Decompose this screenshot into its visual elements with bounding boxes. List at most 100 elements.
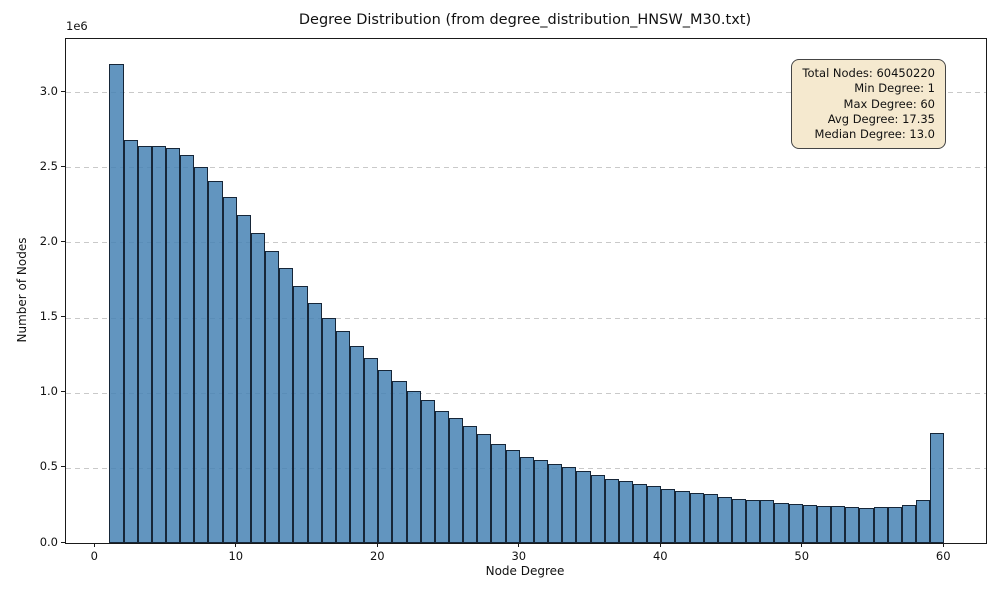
histogram-bar [576, 471, 591, 543]
x-tick-mark [659, 543, 661, 547]
stats-line: Max Degree: 60 [843, 96, 935, 111]
x-tick-label: 40 [652, 549, 668, 563]
x-tick-label: 60 [935, 549, 951, 563]
x-tick-label: 0 [90, 549, 98, 563]
histogram-bar [420, 400, 435, 543]
histogram-bar [845, 507, 860, 543]
histogram-bar [703, 494, 718, 543]
histogram-bar [548, 463, 563, 543]
histogram-bar [901, 504, 916, 543]
histogram-bar [222, 197, 237, 543]
histogram-bar [519, 456, 534, 543]
histogram-bar [788, 503, 803, 543]
x-tick-mark [801, 543, 803, 547]
chart-title: Degree Distribution (from degree_distrib… [298, 12, 752, 28]
histogram-bar [335, 331, 350, 543]
x-tick-label: 20 [369, 549, 385, 563]
y-gridline [66, 317, 986, 319]
histogram-bar [236, 215, 251, 543]
histogram-bar [802, 504, 817, 543]
histogram-bar [194, 167, 209, 543]
histogram-bar [746, 499, 761, 543]
stats-line: Median Degree: 13.0 [814, 127, 935, 142]
histogram-bar [392, 380, 407, 543]
histogram-bar [647, 486, 662, 543]
histogram-bar [137, 146, 152, 543]
histogram-bar [859, 507, 874, 543]
x-tick-mark [376, 543, 378, 547]
histogram-bar [915, 500, 931, 543]
y-tick-label: 0.0 [39, 534, 58, 549]
histogram-bar [151, 146, 167, 543]
x-tick-label: 10 [228, 549, 244, 563]
stats-line: Min Degree: 1 [854, 81, 935, 96]
histogram-bar [123, 140, 138, 543]
y-tick-mark [61, 466, 65, 468]
y-tick-label: 2.0 [39, 233, 58, 248]
plot-area: Total Nodes: 60450220 Min Degree: 1 Max De… [65, 38, 987, 544]
histogram-bar [675, 490, 690, 543]
histogram-bar [618, 481, 633, 543]
y-tick-label: 1.0 [39, 384, 58, 399]
y-tick-label: 1.5 [39, 309, 58, 324]
histogram-bar [661, 488, 676, 543]
y-axis-offset-label: 1e6 [66, 19, 88, 33]
stats-box: Total Nodes: 60450220 Min Degree: 1 Max De… [791, 59, 946, 150]
histogram-bar [491, 444, 506, 543]
histogram-bar [307, 302, 322, 543]
histogram-bar [774, 502, 789, 543]
histogram-bar [378, 370, 393, 543]
y-tick-label: 3.0 [39, 83, 58, 98]
x-tick-mark [518, 543, 520, 547]
y-tick-mark [61, 240, 65, 242]
histogram-bar [887, 506, 902, 543]
histogram-bar [632, 483, 648, 543]
x-axis-label: Node Degree [485, 564, 565, 578]
histogram-bar [265, 250, 280, 543]
histogram-bar [293, 286, 308, 543]
histogram-bar [816, 505, 832, 543]
x-tick-mark [235, 543, 237, 547]
histogram-bar [873, 506, 888, 543]
histogram-bar [250, 233, 266, 543]
x-tick-label: 50 [794, 549, 810, 563]
stats-line: Total Nodes: 60450220 [802, 66, 935, 80]
histogram-bar [180, 155, 195, 543]
x-tick-label: 30 [511, 549, 527, 563]
histogram-bar [831, 506, 846, 543]
histogram-bar [463, 426, 478, 543]
histogram-bar [505, 449, 520, 543]
x-tick-mark [942, 543, 944, 547]
y-gridline [66, 92, 986, 94]
stats-line: Avg Degree: 17.35 [827, 111, 935, 126]
histogram-bar [604, 478, 619, 543]
histogram-bar [562, 467, 577, 543]
histogram-bar [449, 418, 464, 543]
histogram-bar [349, 346, 365, 543]
histogram-bar [477, 433, 492, 543]
histogram-bar [533, 460, 549, 543]
y-gridline [66, 167, 986, 169]
histogram-bar [930, 432, 945, 543]
histogram-bar [279, 268, 294, 543]
x-tick-mark [93, 543, 95, 547]
histogram-bar [321, 317, 336, 543]
y-gridline [66, 242, 986, 244]
y-tick-mark [61, 391, 65, 393]
y-tick-label: 0.5 [39, 459, 58, 474]
y-gridline [66, 392, 986, 394]
y-tick-mark [61, 541, 65, 543]
histogram-bar [590, 475, 605, 543]
y-tick-mark [61, 165, 65, 167]
histogram-bar [732, 498, 747, 543]
histogram-bar [689, 492, 704, 543]
histogram-bar [166, 147, 181, 543]
histogram-bar [364, 358, 379, 543]
y-tick-mark [61, 316, 65, 318]
histogram-bar [208, 180, 223, 543]
histogram-bar [406, 391, 421, 543]
histogram-bar [434, 411, 450, 543]
y-tick-mark [61, 90, 65, 92]
histogram-bar [717, 496, 732, 543]
